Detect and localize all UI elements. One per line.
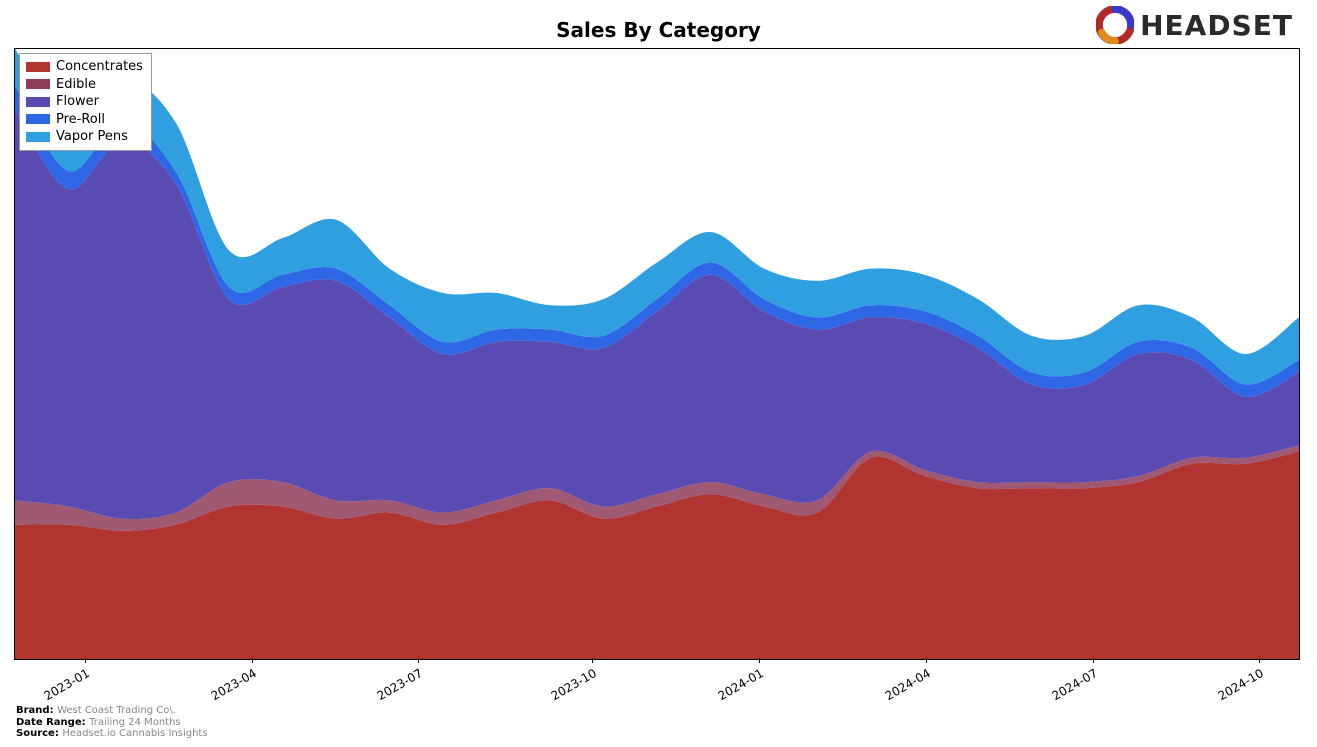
x-tick-mark — [926, 658, 927, 663]
x-tick-label: 2023-10 — [548, 666, 598, 703]
x-tick-label: 2023-01 — [41, 666, 91, 703]
brand-logo-text: HEADSET — [1140, 9, 1293, 42]
legend-item-flower: Flower — [26, 93, 143, 111]
meta-value: Headset.io Cannabis Insights — [62, 728, 207, 739]
meta-row: Date Range: Trailing 24 Months — [16, 717, 208, 729]
legend-item-edible: Edible — [26, 76, 143, 94]
x-tick-mark — [592, 658, 593, 663]
headset-logo-icon — [1096, 6, 1134, 44]
legend-label: Flower — [56, 93, 99, 111]
legend-label: Concentrates — [56, 58, 143, 76]
legend-swatch — [26, 97, 50, 107]
x-tick-label: 2024-07 — [1049, 666, 1099, 703]
legend-swatch — [26, 132, 50, 142]
x-tick-mark — [759, 658, 760, 663]
meta-label: Source: — [16, 728, 62, 739]
x-tick-label: 2023-07 — [375, 666, 425, 703]
brand-logo: HEADSET — [1096, 6, 1293, 44]
meta-row: Source: Headset.io Cannabis Insights — [16, 728, 208, 740]
meta-row: Brand: West Coast Trading Co\. — [16, 705, 208, 717]
meta-label: Brand: — [16, 705, 57, 716]
x-tick-mark — [252, 658, 253, 663]
legend-swatch — [26, 62, 50, 72]
meta-value: West Coast Trading Co\. — [57, 705, 176, 716]
legend-swatch — [26, 79, 50, 89]
legend: ConcentratesEdibleFlowerPre-RollVapor Pe… — [19, 53, 152, 151]
chart-metadata: Brand: West Coast Trading Co\.Date Range… — [16, 705, 208, 740]
x-tick-mark — [418, 658, 419, 663]
legend-item-vapor-pens: Vapor Pens — [26, 128, 143, 146]
legend-swatch — [26, 114, 50, 124]
legend-label: Edible — [56, 76, 96, 94]
x-tick-mark — [85, 658, 86, 663]
chart-plot-area: ConcentratesEdibleFlowerPre-RollVapor Pe… — [14, 48, 1300, 660]
legend-item-concentrates: Concentrates — [26, 58, 143, 76]
x-tick-label: 2024-04 — [882, 666, 932, 703]
x-tick-label: 2024-10 — [1216, 666, 1266, 703]
stacked-area-svg — [15, 49, 1299, 659]
area-series-flower — [15, 110, 1299, 519]
x-tick-mark — [1259, 658, 1260, 663]
legend-label: Pre-Roll — [56, 111, 105, 129]
legend-item-pre-roll: Pre-Roll — [26, 111, 143, 129]
meta-label: Date Range: — [16, 717, 89, 728]
x-tick-label: 2024-01 — [715, 666, 765, 703]
legend-label: Vapor Pens — [56, 128, 128, 146]
x-tick-mark — [1093, 658, 1094, 663]
meta-value: Trailing 24 Months — [89, 717, 181, 728]
x-tick-label: 2023-04 — [208, 666, 258, 703]
